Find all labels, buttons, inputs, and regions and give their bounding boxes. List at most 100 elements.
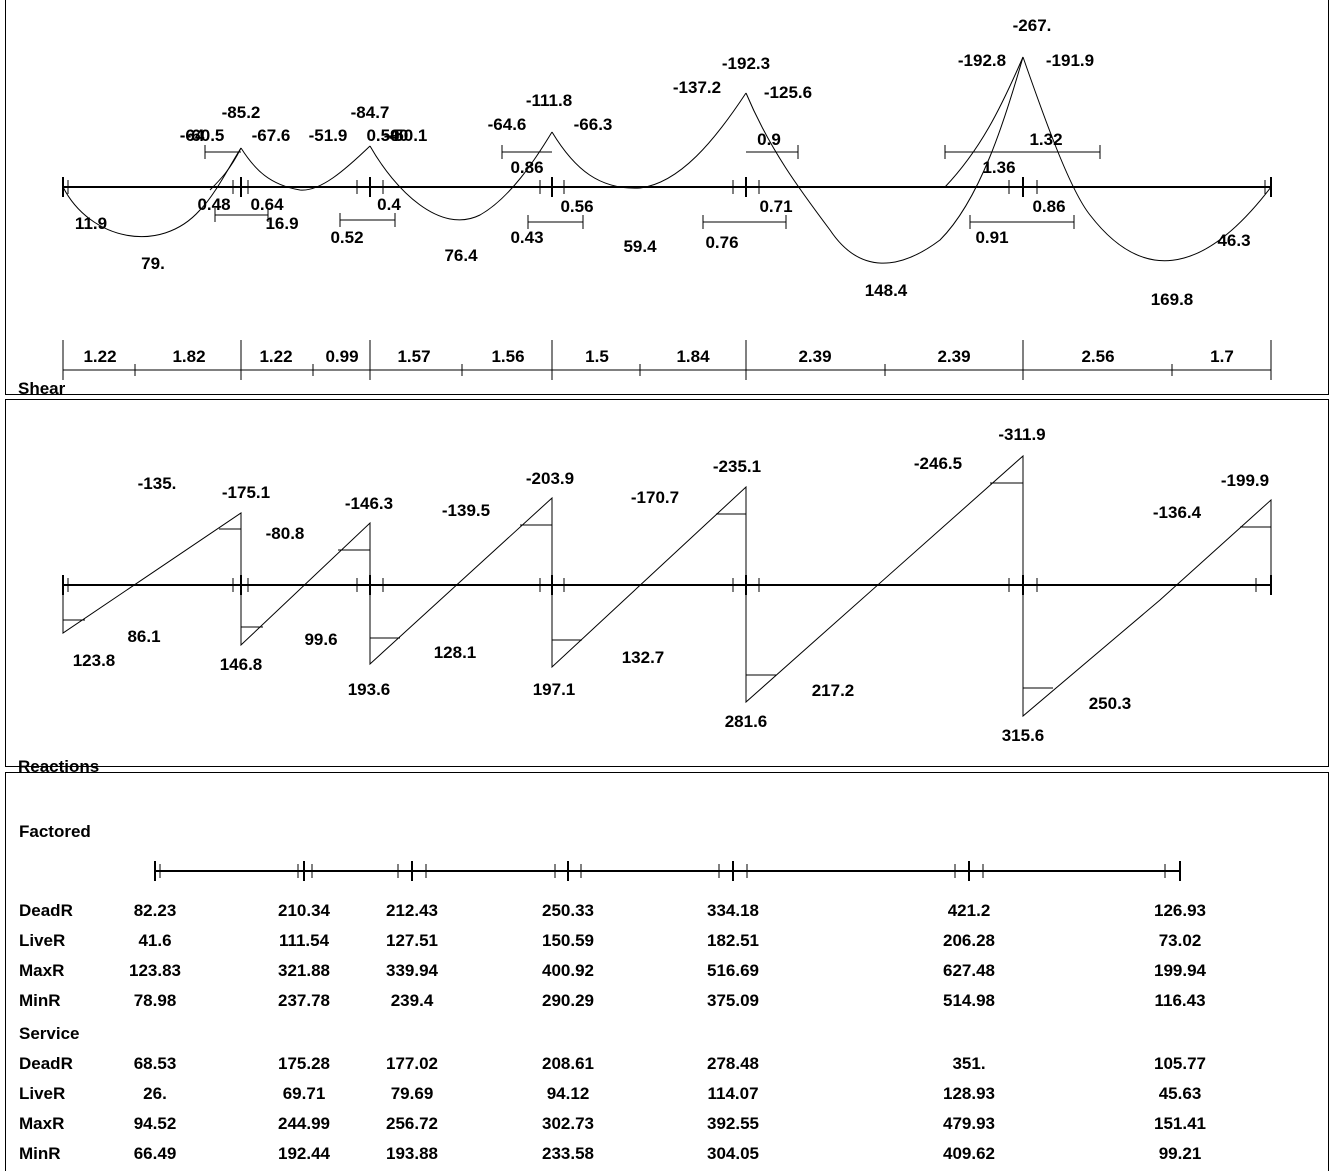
reaction-value: 351. [952, 1054, 986, 1073]
moment-value-label: 0.86 [510, 158, 543, 177]
reaction-value: 210.34 [278, 901, 330, 920]
moment-value-label: -64 [180, 126, 205, 145]
reaction-value: 66.49 [133, 1144, 177, 1163]
moment-value-label: 0.91 [975, 228, 1008, 247]
reaction-value: 111.54 [278, 931, 330, 950]
reaction-value: 177.02 [386, 1054, 438, 1073]
moment-value-label: -137.2 [673, 78, 721, 97]
shear-value-label: -135. [138, 474, 177, 493]
moment-value-label: -191.9 [1046, 51, 1094, 70]
moment-value-label: 0.71 [759, 197, 792, 216]
moment-value-label: -64.6 [488, 115, 527, 134]
reactions-section-title: Reactions [18, 757, 100, 776]
moment-value-label: 0.76 [705, 233, 738, 252]
shear-section-title: Shear [18, 379, 66, 398]
moment-value-label: -51.9 [309, 126, 348, 145]
shear-value-label: -199.9 [1221, 471, 1269, 490]
reaction-value: 114.07 [707, 1084, 759, 1103]
reaction-value: 627.48 [943, 961, 995, 980]
reaction-value: 94.52 [133, 1114, 177, 1133]
moment-value-label: 79. [141, 254, 165, 273]
shear-value-label: -203.9 [526, 469, 574, 488]
reaction-value: 278.48 [707, 1054, 759, 1073]
moment-beam [62, 177, 1272, 197]
moment-value-label: -192.8 [958, 51, 1006, 70]
reaction-row-label: DeadR [19, 1054, 73, 1073]
reaction-value: 127.51 [386, 931, 438, 950]
reaction-value: 400.92 [542, 961, 594, 980]
reaction-value: 175.28 [278, 1054, 330, 1073]
moment-value-label: 59.4 [623, 237, 657, 256]
reaction-value: 479.93 [943, 1114, 995, 1133]
span-length-label: 1.22 [83, 347, 116, 366]
shear-value-label: -146.3 [345, 494, 393, 513]
moment-value-label: 1.36 [982, 158, 1015, 177]
span-length-label: 1.57 [397, 347, 430, 366]
shear-value-label: -235.1 [713, 457, 761, 476]
moment-value-label: 0.59 [366, 126, 399, 145]
shear-value-label: 250.3 [1089, 694, 1132, 713]
moment-value-label: -85.2 [222, 103, 261, 122]
shear-value-label: 86.1 [127, 627, 160, 646]
span-length-group: 1.22 1.82 1.22 0.99 1.57 1.56 1.5 1.84 2.39 2.39 2… [83, 347, 1233, 366]
reaction-value: 392.55 [707, 1114, 759, 1133]
reaction-value: 128.93 [943, 1084, 995, 1103]
reaction-value: 68.53 [133, 1054, 177, 1073]
span-length-label: 1.7 [1210, 347, 1234, 366]
moment-value-label: 76.4 [444, 246, 478, 265]
factored-title: Factored [19, 822, 91, 841]
reaction-row-label: LiveR [19, 1084, 66, 1103]
shear-value-label: -139.5 [442, 501, 490, 520]
moment-value-label: -125.6 [764, 83, 812, 102]
moment-value-label: 46.3 [1217, 231, 1250, 250]
shear-value-label: 281.6 [725, 712, 768, 731]
shear-value-label: -136.4 [1153, 503, 1202, 522]
shear-value-label: 315.6 [1002, 726, 1045, 745]
reaction-value: 193.88 [386, 1144, 438, 1163]
reaction-value: 73.02 [1158, 931, 1202, 950]
reaction-value: 233.58 [542, 1144, 594, 1163]
moment-value-label: -67.6 [252, 126, 291, 145]
reaction-value: 99.21 [1158, 1144, 1202, 1163]
shear-label-group: -135. 123.8 86.1 -175.1 -80.8 146.8 99.6 -146.3… [73, 425, 1269, 745]
shear-value-label: 146.8 [220, 655, 263, 674]
reaction-value: 199.94 [1154, 961, 1206, 980]
reaction-value: 182.51 [707, 931, 759, 950]
reaction-row-label: MinR [19, 991, 61, 1010]
reaction-value: 514.98 [943, 991, 995, 1010]
reaction-value: 206.28 [943, 931, 995, 950]
shear-lines [62, 454, 1272, 718]
moment-value-label: 16.9 [265, 214, 298, 233]
reaction-value: 192.44 [278, 1144, 330, 1163]
shear-value-label: -80.8 [266, 524, 305, 543]
moment-value-label: 0.4 [377, 195, 401, 214]
reaction-row-label: LiveR [19, 931, 66, 950]
moment-value-label: 11.9 [75, 214, 107, 233]
span-length-label: 1.5 [585, 347, 609, 366]
reaction-value: 375.09 [707, 991, 759, 1010]
reaction-value: 208.61 [542, 1054, 594, 1073]
reaction-value: 256.72 [386, 1114, 438, 1133]
service-title: Service [19, 1024, 80, 1043]
shear-value-label: 197.1 [533, 680, 576, 699]
moment-label-group: 11.979.-60.5-64-85.2-67.6 -51.9-84.70.59-… [75, 16, 1251, 309]
reaction-value: 105.77 [1154, 1054, 1206, 1073]
reaction-value: 123.83 [129, 961, 181, 980]
span-dimension-line [62, 340, 1272, 380]
moment-value-label: -60.5 [186, 126, 225, 145]
shear-value-label: 217.2 [812, 681, 855, 700]
reaction-value: 69.71 [282, 1084, 326, 1103]
shear-value-label: 132.7 [622, 648, 665, 667]
reaction-value: 237.78 [278, 991, 330, 1010]
reaction-value: 151.41 [1154, 1114, 1206, 1133]
moment-value-label: -66.3 [574, 115, 613, 134]
shear-value-label: 128.1 [434, 643, 477, 662]
reaction-value: 321.88 [278, 961, 330, 980]
moment-curves [62, 56, 1272, 264]
moment-value-label: 148.4 [865, 281, 908, 300]
span-length-label: 1.82 [172, 347, 205, 366]
moment-value-label: 0.43 [510, 228, 543, 247]
reaction-value: 41.6 [138, 931, 172, 950]
span-length-label: 1.56 [491, 347, 524, 366]
